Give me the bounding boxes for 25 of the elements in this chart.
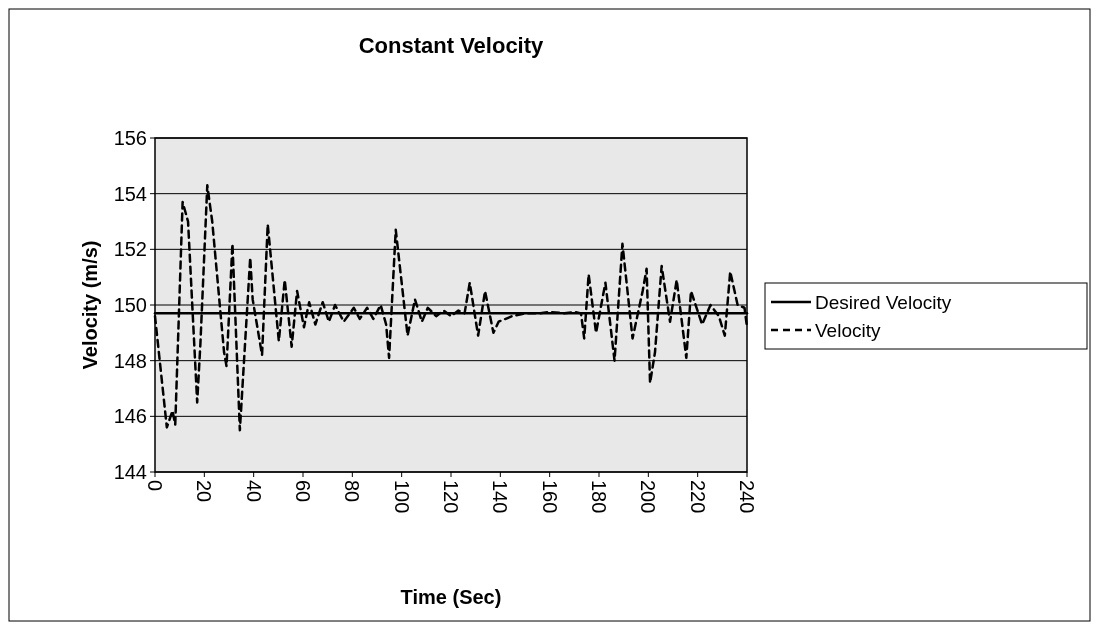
x-tick-label: 140: [489, 480, 512, 514]
y-tick-label: 146: [113, 405, 147, 428]
y-tick-label: 150: [113, 294, 147, 316]
x-tick-label: 200: [637, 480, 660, 514]
x-tick-label: 0: [144, 480, 166, 492]
y-tick-label: 152: [113, 238, 147, 261]
x-tick-label: 80: [341, 480, 364, 503]
y-tick-label: 156: [113, 127, 147, 149]
y-tick-label: 148: [113, 349, 147, 372]
legend-label: Desired Velocity: [815, 291, 952, 313]
x-tick-label: 220: [686, 480, 709, 514]
x-tick-label: 40: [242, 480, 265, 503]
x-tick-label: 180: [588, 480, 610, 514]
x-axis-title: Time (Sec): [400, 586, 502, 608]
legend-label: Velocity: [815, 319, 881, 341]
x-tick-label: 120: [440, 480, 462, 514]
x-tick-label: 160: [538, 480, 561, 514]
x-tick-label: 100: [390, 480, 413, 514]
chart-title: Constant Velocity: [358, 33, 545, 58]
y-tick-label: 154: [113, 182, 147, 205]
y-axis-title: Velocity (m/s): [79, 240, 101, 370]
x-tick-label: 240: [736, 480, 758, 514]
y-tick-label: 144: [113, 461, 147, 483]
x-tick-label: 60: [292, 480, 314, 503]
x-tick-label: 20: [193, 480, 216, 503]
